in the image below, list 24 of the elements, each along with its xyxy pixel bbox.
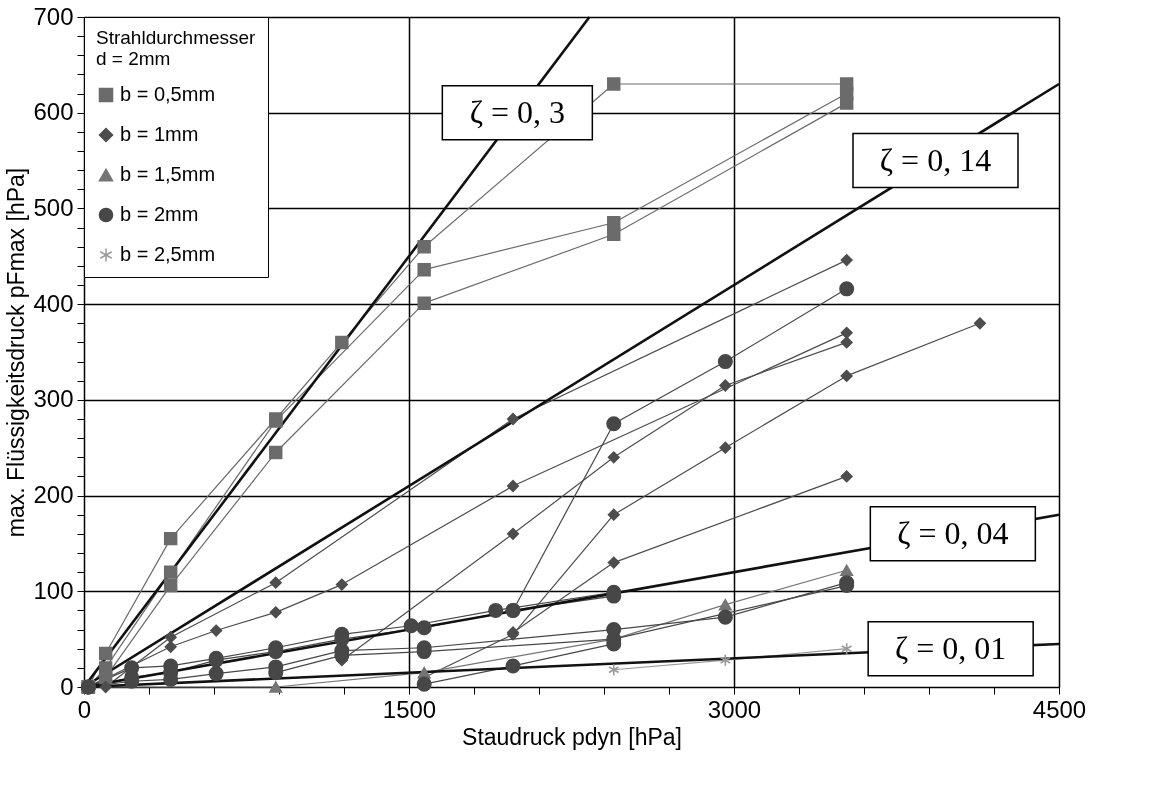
y-tick-label: 0: [60, 672, 74, 700]
annotation: ζ = 0, 04: [897, 514, 1009, 551]
y-axis-title: max. Flüssigkeitsdruck pFmax [hPa]: [3, 167, 30, 538]
y-tick-label: 200: [33, 481, 74, 509]
legend-label: b = 1,5mm: [120, 163, 216, 185]
x-tick-label: 0: [77, 695, 92, 723]
x-tick-label: 3000: [707, 695, 762, 723]
y-tick-label: 700: [33, 2, 74, 30]
y-tick-label: 600: [33, 98, 74, 126]
legend-label: b = 1mm: [120, 123, 199, 145]
y-tick-label: 300: [33, 385, 74, 413]
y-tick-label: 400: [33, 289, 74, 317]
y-tick-label: 100: [33, 576, 74, 604]
y-tick-label: 500: [33, 193, 74, 221]
x-tick-label: 1500: [382, 695, 437, 723]
legend-label: b = 0,5mm: [120, 83, 216, 105]
legend-title: Strahldurchmesser d = 2mm: [96, 27, 257, 69]
x-tick-label: 4500: [1032, 695, 1087, 723]
legend-label: b = 2,5mm: [120, 243, 216, 265]
legend-label: b = 2mm: [120, 203, 199, 225]
annotation: ζ = 0, 01: [895, 629, 1007, 666]
annotation: ζ = 0, 14: [879, 141, 992, 178]
x-axis-title: Staudruck pdyn [hPa]: [462, 723, 682, 750]
annotation: ζ = 0, 3: [469, 93, 565, 130]
